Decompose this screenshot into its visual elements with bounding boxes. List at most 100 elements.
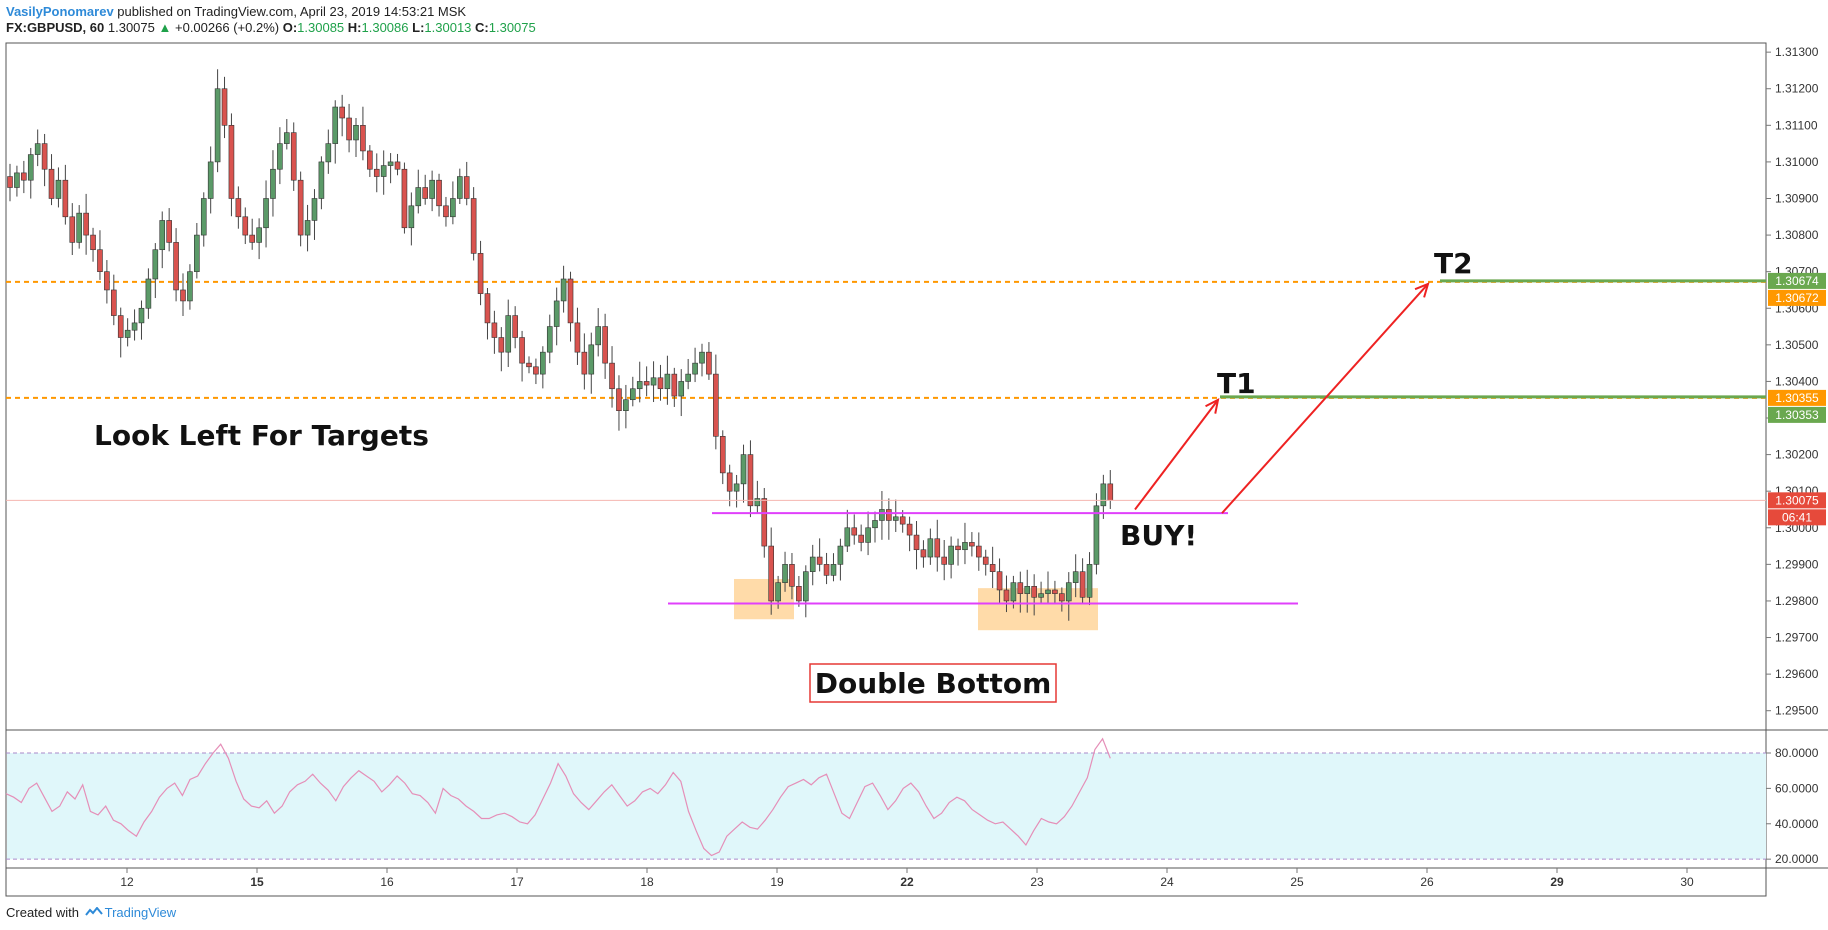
- candle-down: [982, 556, 989, 565]
- candle-down: [796, 586, 802, 602]
- bottom-highlight-1: [734, 578, 794, 620]
- candle-up: [678, 381, 685, 397]
- price-tick-label: 1.29800: [1775, 594, 1819, 608]
- candle-up: [546, 326, 553, 353]
- candle-down: [443, 205, 449, 218]
- price-change: +0.00266 (+0.2%): [175, 20, 280, 35]
- tradingview-link[interactable]: TradingView: [104, 905, 177, 920]
- candle-down: [21, 172, 27, 181]
- candle-up: [540, 351, 546, 375]
- candle-up: [408, 205, 415, 229]
- candle-down: [906, 523, 913, 536]
- candle-down: [609, 362, 615, 390]
- candle-up: [650, 377, 657, 386]
- price-tick-label: 1.29600: [1775, 667, 1819, 681]
- candle-up: [27, 154, 34, 181]
- candle-down: [823, 564, 830, 576]
- candle-up: [740, 454, 747, 485]
- price-tick-label: 1.31100: [1775, 118, 1818, 132]
- rsi-line: [5, 737, 1111, 857]
- price-tick-label: 1.29700: [1775, 631, 1819, 645]
- t2-price-tag: 1.30674: [1775, 274, 1819, 288]
- candle-down: [519, 337, 525, 364]
- candle-down: [512, 315, 518, 338]
- t2-label: T2: [1434, 247, 1473, 280]
- price-tick-label: 1.30900: [1775, 191, 1819, 205]
- candle-down: [173, 242, 179, 291]
- low-value: 1.30013: [424, 20, 472, 35]
- candle-up: [138, 307, 145, 324]
- candle-up: [429, 179, 435, 199]
- candle-up: [775, 582, 781, 602]
- candle-down: [574, 322, 581, 353]
- resistance-1-price-tag: 1.30355: [1775, 391, 1819, 405]
- tradingview-logo-icon[interactable]: [84, 907, 103, 918]
- candle-down: [69, 216, 76, 243]
- resistance-1-price-tag-bg: [1768, 389, 1826, 406]
- t1-arrow: [1134, 399, 1219, 511]
- candle-up: [733, 483, 740, 492]
- candle-up: [1065, 582, 1072, 602]
- buy-label: BUY!: [1120, 519, 1197, 552]
- candle-up: [270, 168, 276, 199]
- candle-up: [1045, 589, 1051, 594]
- symbol-label: FX:GBPUSD, 60: [6, 20, 105, 35]
- candle-down: [726, 472, 733, 492]
- candle-down: [643, 381, 650, 386]
- candle-down: [657, 377, 664, 390]
- candle-down: [975, 545, 982, 558]
- candle-down: [602, 326, 608, 364]
- time-tick-label: 12: [120, 875, 134, 889]
- time-tick-label: 22: [900, 875, 914, 889]
- resistance-2-price-tag-bg: [1768, 289, 1826, 306]
- candle-down: [90, 234, 96, 251]
- candle-up: [76, 212, 82, 243]
- time-tick-label: 26: [1420, 875, 1434, 889]
- candle-down: [41, 143, 48, 170]
- candle-down: [941, 556, 948, 565]
- candle-down: [104, 271, 110, 291]
- candle-down: [761, 498, 768, 547]
- candle-up: [879, 509, 885, 521]
- candle-down: [913, 534, 920, 551]
- author-link[interactable]: VasilyPonomarev: [6, 4, 114, 19]
- price-tick-label: 1.30800: [1775, 228, 1819, 242]
- time-tick-label: 29: [1550, 875, 1564, 889]
- candle-up: [1024, 586, 1031, 594]
- candle-up: [311, 198, 318, 221]
- candle-down: [969, 542, 975, 547]
- candle-down: [713, 373, 719, 437]
- candle-up: [1072, 571, 1079, 583]
- footer: Created with TradingView: [6, 905, 176, 920]
- candle-down: [394, 161, 401, 170]
- candle-up: [207, 161, 214, 199]
- created-with-text: Created with: [6, 905, 79, 920]
- candle-down: [484, 293, 491, 324]
- candle-up: [1086, 564, 1093, 598]
- candle-down: [290, 132, 297, 181]
- candle-up: [782, 564, 788, 583]
- candle-up: [948, 545, 954, 565]
- candle-up: [809, 556, 816, 572]
- candle-down: [97, 249, 103, 272]
- candle-down: [616, 388, 622, 411]
- rsi-tick-label: 60.0000: [1775, 781, 1819, 795]
- price-tick-label: 1.30200: [1775, 448, 1819, 462]
- candle-down: [671, 373, 678, 397]
- candle-up: [152, 249, 159, 280]
- candle-down: [1052, 589, 1058, 594]
- candle-down: [221, 88, 228, 126]
- publish-info: VasilyPonomarev published on TradingView…: [6, 4, 466, 19]
- candle-down: [297, 179, 304, 236]
- candle-down: [339, 106, 345, 119]
- candle-down: [48, 168, 55, 199]
- candles-group: [7, 69, 1114, 621]
- candle-down: [111, 289, 117, 316]
- candle-up: [927, 538, 934, 558]
- candle-down: [491, 322, 498, 338]
- open-value: 1.30085: [297, 20, 345, 35]
- candle-up: [332, 106, 339, 144]
- bar-timer-tag-bg: [1768, 509, 1826, 526]
- candle-down: [526, 362, 532, 368]
